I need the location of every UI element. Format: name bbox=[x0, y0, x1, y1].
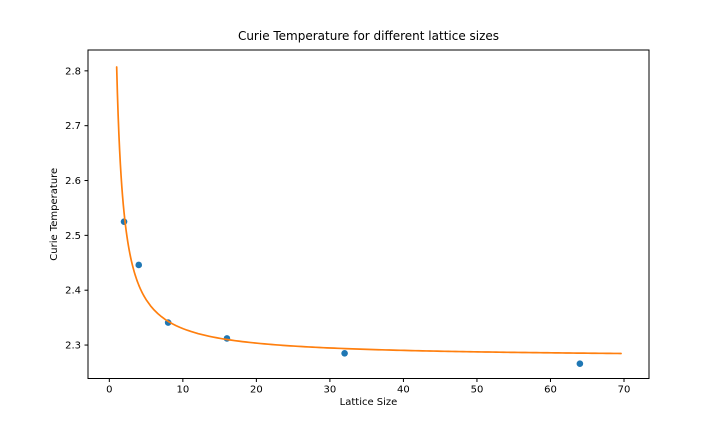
data-point bbox=[341, 349, 348, 357]
x-tick-label: 10 bbox=[176, 385, 189, 396]
chart-title: Curie Temperature for different lattice … bbox=[238, 29, 499, 43]
y-tick-label: 2.6 bbox=[65, 176, 81, 187]
y-tick-label: 2.5 bbox=[65, 231, 81, 242]
y-axis-label: Curie Temperature bbox=[49, 168, 60, 261]
axes-frame bbox=[87, 49, 650, 379]
y-tick-label: 2.7 bbox=[65, 121, 81, 132]
x-tick-label: 40 bbox=[397, 385, 410, 396]
x-tick-label: 0 bbox=[106, 385, 112, 396]
fit-curve-line bbox=[115, 66, 622, 355]
x-tick-label: 30 bbox=[324, 385, 337, 396]
data-point bbox=[576, 360, 584, 367]
x-tick-label: 20 bbox=[250, 385, 263, 396]
x-tick-label: 50 bbox=[471, 385, 484, 396]
y-tick-label: 2.4 bbox=[65, 286, 81, 297]
x-tick-label: 60 bbox=[544, 385, 557, 396]
x-tick-label: 70 bbox=[618, 385, 631, 396]
data-point bbox=[135, 261, 143, 269]
x-axis-label: Lattice Size bbox=[340, 397, 398, 408]
plot-area: 0 10 20 30 40 50 60 70 2.3 2.4 2.5 2.6 2.7 2.8 bbox=[65, 49, 650, 396]
y-tick-label: 2.3 bbox=[65, 341, 81, 352]
y-tick-label: 2.8 bbox=[65, 66, 81, 77]
